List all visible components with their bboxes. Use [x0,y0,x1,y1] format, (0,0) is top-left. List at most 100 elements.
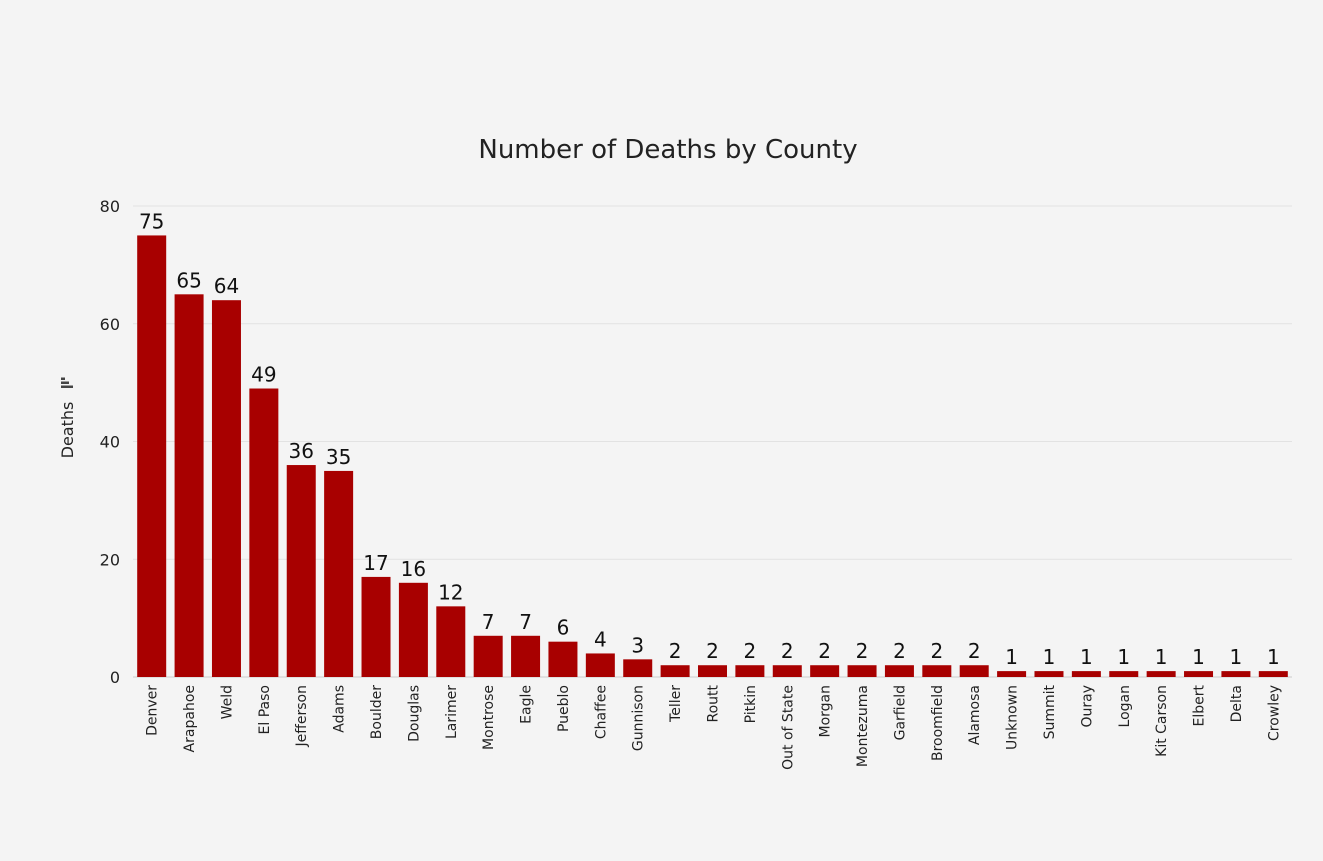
data-label: 7 [519,610,532,634]
bar[interactable] [1109,671,1139,677]
data-label: 3 [631,633,644,657]
data-label: 36 [289,439,314,463]
x-tick-label: Broomfield [930,685,946,761]
data-label: 35 [326,445,351,469]
bar[interactable] [398,582,428,677]
data-label: 2 [968,639,981,663]
x-tick-label: Denver [145,685,161,736]
data-label: 2 [669,639,682,663]
data-label: 2 [706,639,719,663]
data-label: 64 [214,274,239,298]
data-label: 1 [1043,645,1056,669]
data-label: 2 [781,639,794,663]
x-tick-label: Delta [1229,685,1245,722]
x-tick-label: Arapahoe [182,685,198,752]
x-tick-label: Teller [668,685,684,723]
bar[interactable] [1146,671,1176,677]
x-tick-label: Kit Carson [1154,685,1170,757]
bar[interactable] [959,665,989,677]
bar[interactable] [473,635,503,677]
bar[interactable] [698,665,727,677]
x-tick-label: Eagle [519,685,535,724]
bar[interactable] [1034,671,1064,677]
x-tick-label: Pueblo [556,685,572,732]
x-tick-label: Out of State [780,685,796,770]
bar[interactable] [1258,671,1288,677]
data-label: 4 [594,627,607,651]
x-tick-label: Crowley [1266,685,1282,741]
bar[interactable] [660,665,690,677]
x-tick-label: Weld [219,685,235,719]
x-tick-label: Larimer [444,685,460,739]
x-tick-label: Summit [1042,684,1058,739]
bar[interactable] [1071,671,1101,677]
bar[interactable] [884,665,914,677]
bar[interactable] [249,388,279,677]
chart-title: Number of Deaths by County [478,135,857,165]
bar[interactable] [623,659,653,677]
bar[interactable] [137,235,167,677]
y-tick-label: 0 [110,668,120,687]
data-label: 17 [363,551,388,575]
bar[interactable] [211,300,241,677]
bar[interactable] [324,470,354,677]
bar[interactable] [511,635,541,677]
x-tick-label: Logan [1117,685,1133,727]
data-label: 2 [818,639,831,663]
data-label: 2 [856,639,869,663]
data-label: 1 [1080,645,1093,669]
data-label: 1 [1155,645,1168,669]
x-tick-label: Douglas [406,685,422,742]
data-label: 12 [438,580,463,604]
data-label: 1 [1192,645,1205,669]
bar[interactable] [810,665,840,677]
bar[interactable] [548,641,578,677]
data-label: 2 [930,639,943,663]
bar[interactable] [436,606,466,677]
bar[interactable] [997,671,1027,677]
bar[interactable] [922,665,952,677]
data-label: 75 [139,209,164,233]
x-tick-label: Jefferson [294,685,310,748]
sort-icon[interactable] [61,377,73,389]
x-tick-label: Morgan [818,685,834,738]
x-tick-label: Ouray [1079,685,1095,728]
y-tick-label: 20 [100,550,120,569]
x-tick-label: El Paso [257,685,273,734]
data-label: 7 [482,610,495,634]
data-label: 16 [401,557,426,581]
y-tick-label: 40 [100,433,120,452]
bar[interactable] [847,665,877,677]
x-tick-label: Montrose [481,685,497,750]
bar[interactable] [361,576,391,677]
bar[interactable] [735,665,765,677]
bar[interactable] [772,665,802,677]
x-tick-label: Pitkin [743,685,759,723]
data-label: 49 [251,363,276,387]
y-tick-label: 60 [100,315,120,334]
bar[interactable] [585,653,615,677]
x-tick-label: Elbert [1192,684,1208,726]
y-axis-label: Deaths [58,402,77,459]
data-label: 6 [557,616,570,640]
x-tick-label: Gunnison [631,685,647,751]
x-tick-label: Boulder [369,685,385,739]
x-tick-label: Alamosa [967,685,983,745]
y-tick-label: 80 [100,197,120,216]
data-label: 2 [744,639,757,663]
x-tick-label: Unknown [1005,685,1021,750]
data-label: 1 [1005,645,1018,669]
x-tick-label: Chaffee [593,685,609,739]
bar[interactable] [174,294,204,677]
data-label: 2 [893,639,906,663]
x-tick-label: Adams [332,685,348,733]
data-label: 1 [1230,645,1243,669]
data-label: 65 [176,268,201,292]
data-label: 1 [1267,645,1280,669]
bar[interactable] [286,465,316,677]
data-label: 1 [1117,645,1130,669]
x-tick-label: Montezuma [855,685,871,767]
bar[interactable] [1221,671,1251,677]
bar[interactable] [1184,671,1214,677]
